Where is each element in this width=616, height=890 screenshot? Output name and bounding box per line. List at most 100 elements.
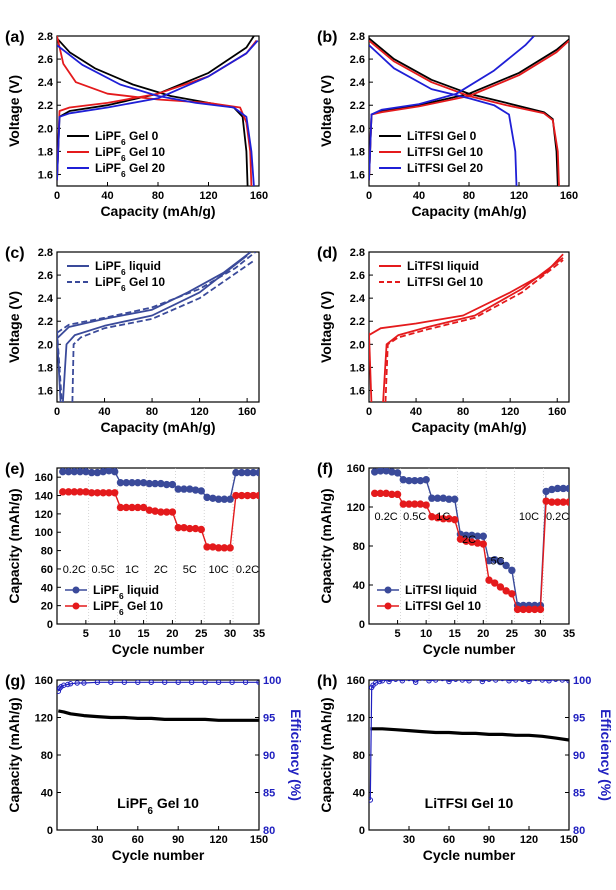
series-line-0 [62,254,248,402]
x-tick-label: 35 [253,628,265,640]
series-line-1 [57,252,256,334]
series-line-0 [369,253,564,336]
efficiency-point [386,680,392,685]
data-point [111,489,119,497]
efficiency-point [229,680,235,685]
rate-label: 0.2C [63,564,86,576]
data-point [168,508,177,516]
plot-area [369,253,564,402]
x-axis-label: Cycle number [423,847,516,863]
y2-tick-label: 90 [573,750,585,762]
rate-label: 1C [436,511,450,523]
legend-label: LiPF6 liquid [95,259,161,277]
y-tick-label: 2.2 [350,316,365,328]
efficiency-point [74,680,80,686]
series-line-2 [369,44,518,186]
rate-label: 0.5C [403,511,426,523]
panel-label: (f) [317,461,333,478]
y-tick-label: 2.0 [38,123,53,135]
efficiency-point [440,680,445,682]
data-point [508,590,516,598]
data-point [491,579,499,587]
y-tick-label: 80 [41,750,53,762]
x-tick-label: 80 [457,406,469,418]
rate-label: 1C [125,564,139,576]
series-line-2 [57,44,255,186]
rate-label: 0.5C [92,564,115,576]
efficiency-point [65,681,71,688]
series-line-2 [57,40,259,181]
data-point [451,515,459,524]
efficiency-point [376,680,383,685]
plot-area [57,36,259,186]
x-tick-label: 150 [560,834,578,846]
x-tick-label: 120 [520,834,538,846]
efficiency-point [215,680,222,685]
efficiency-point [188,680,195,685]
x-tick-label: 5 [83,628,89,640]
x-tick-label: 40 [98,406,110,418]
x-tick-label: 90 [483,834,495,846]
panel-f: (f) 5 10 15 20 25 30 35 0 40 80 120 160 Cycle number C… [317,461,575,657]
series-line-2 [369,36,535,181]
x-tick-label: 30 [224,628,236,640]
legend-label: LiTFSI Gel 10 [405,599,481,613]
legend-label: LiTFSI liquid [405,583,477,597]
legend-label: LiTFSI Gel 10 [407,145,483,159]
data-point [536,605,545,614]
efficiency-point [242,680,249,685]
panel-label: (c) [5,245,25,262]
y-tick-label: 1.8 [350,362,365,374]
rate-label: 10C [209,564,229,576]
efficiency-point [519,680,525,682]
legend-marker [384,602,392,610]
rate-label: 0.2C [546,511,569,523]
y-tick-label: 2.2 [38,100,53,112]
y-tick-label: 80 [41,546,53,558]
y-tick-label: 120 [347,502,365,514]
series-line-1 [71,260,254,402]
x-tick-label: 160 [560,190,578,202]
plot-frame [56,251,260,403]
x-tick-label: 10 [109,628,121,640]
x-tick-label: 40 [413,190,425,202]
efficiency-point [486,680,492,682]
legend-label: LiTFSI Gel 20 [407,161,483,175]
y-tick-label: 160 [35,675,53,687]
efficiency-point [566,680,569,684]
efficiency-point [162,680,168,685]
y-axis-label: Capacity (mAh/g) [6,488,22,603]
efficiency-point [393,680,399,682]
x-tick-label: 30 [534,628,546,640]
plot-area [57,680,259,722]
y-tick-label: 2.8 [350,31,365,43]
x-tick-label: 0 [366,190,372,202]
y-tick-label: 60 [41,564,53,576]
y-tick-label: 80 [353,750,365,762]
y-tick-label: 2.0 [38,339,53,351]
y-tick-label: 40 [353,580,365,592]
x-tick-label: 20 [166,628,178,640]
panel-g: (g) 30 60 90 120 150 0 40 80 120 160 Cycle number Ca… [5,673,304,863]
rate-label: 0.2C [236,564,259,576]
inner-label: LiPF6 Gel 10 [117,795,199,817]
x-tick-label: 35 [563,628,575,640]
efficiency-point [432,680,439,683]
y-tick-label: 2.4 [38,293,54,305]
efficiency-point [67,681,74,687]
data-point [197,525,205,534]
efficiency-point [420,680,424,681]
x-axis-label: Cycle number [423,641,516,657]
x-tick-label: 0 [366,406,372,418]
efficiency-point [466,680,472,684]
capacity-line [58,709,259,722]
efficiency-point [135,680,141,685]
y2-axis-label: Efficiency (%) [598,709,614,801]
x-tick-label: 15 [449,628,461,640]
efficiency-point [57,685,63,691]
y-axis-label: Voltage (V) [6,75,22,147]
y2-tick-label: 90 [263,750,275,762]
x-tick-label: 120 [190,406,208,418]
efficiency-point [58,684,64,690]
efficiency-line [369,680,569,801]
